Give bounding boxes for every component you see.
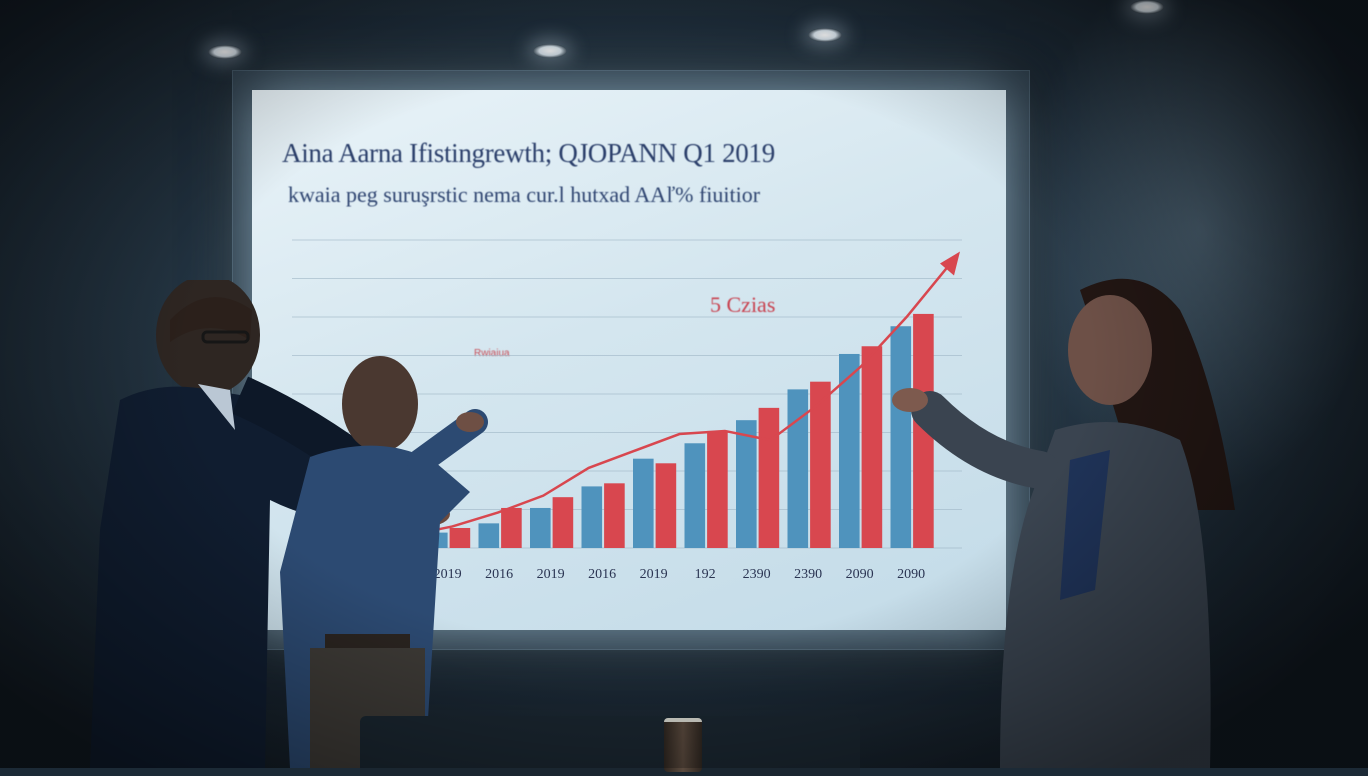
bar-red: [861, 346, 883, 548]
meeting-table: [360, 716, 860, 776]
bar-red: [655, 463, 677, 548]
bar-blue: [478, 523, 500, 548]
bar-red: [707, 430, 728, 548]
bar-blue: [736, 420, 757, 548]
x-tick-label: 2090: [846, 567, 874, 582]
bar-blue: [684, 443, 706, 548]
chart-small-label: Rwiaiua: [474, 348, 510, 359]
bar-red: [758, 407, 780, 548]
x-tick-label: 2019: [537, 567, 565, 582]
ceiling-light: [533, 44, 567, 58]
man-middle-silhouette: [280, 356, 488, 768]
bar-blue: [530, 507, 551, 548]
ceiling-light: [1130, 0, 1164, 14]
bar-red: [501, 507, 522, 548]
bar-red: [913, 313, 934, 548]
chart-trend: [406, 251, 960, 537]
slide-title: Aina Aarna Ifistingrewth; QJOPANN Q1 201…: [282, 138, 775, 168]
x-tick-label: 2390: [743, 567, 771, 582]
slide-subtitle: kwaia peg suruşrstic nema cur.l hutxad A…: [288, 182, 761, 207]
woman-right-silhouette: [892, 278, 1235, 768]
bar-blue: [787, 389, 809, 548]
bar-red: [449, 527, 471, 548]
x-tick-label: 2016: [485, 567, 513, 582]
x-tick-label: 2390: [794, 567, 822, 582]
bar-blue: [581, 486, 603, 548]
bar-red: [810, 381, 831, 548]
bar-blue: [633, 458, 654, 548]
ceiling-light: [808, 28, 842, 42]
bar-blue: [890, 326, 912, 548]
bar-red: [604, 483, 625, 548]
trend-line: [406, 260, 953, 537]
trend-arrowhead: [940, 251, 960, 276]
x-tick-label: 2090: [897, 567, 925, 582]
x-tick-label: 2019: [434, 567, 462, 582]
chart-bars: [427, 313, 934, 548]
x-tick-label: 2016: [588, 567, 616, 582]
chart-annotation: 5 Czias: [710, 292, 776, 317]
x-tick-label: 192: [695, 567, 716, 582]
bar-red: [552, 497, 574, 548]
chart-ticks: 2019 2016 2019 2016 2019 192 2390 2390 2090 2090: [434, 567, 925, 582]
coffee-cup: [664, 718, 702, 772]
bar-blue: [839, 353, 860, 548]
x-tick-label: 2019: [640, 567, 668, 582]
ceiling-light: [208, 45, 242, 59]
